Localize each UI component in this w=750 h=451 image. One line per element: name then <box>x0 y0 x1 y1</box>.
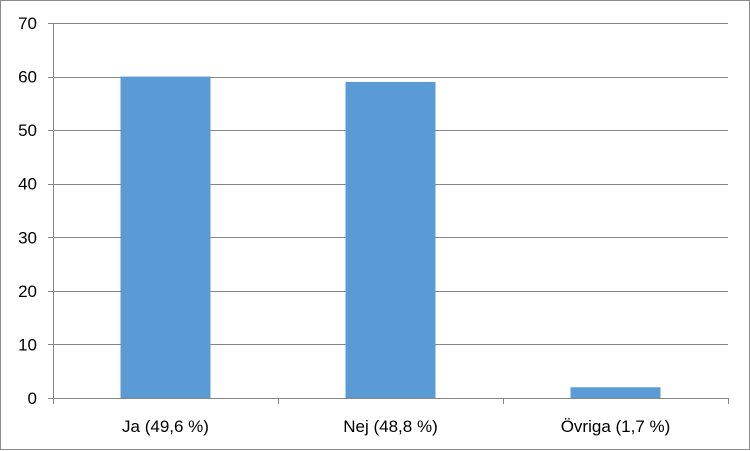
axes <box>48 23 729 404</box>
bars <box>120 76 661 399</box>
bar <box>345 81 436 398</box>
x-tick-label: Nej (48,8 %) <box>343 417 437 436</box>
y-tick-label: 60 <box>18 68 37 87</box>
y-tick-label: 10 <box>18 335 37 354</box>
x-tick-label: Övriga (1,7 %) <box>561 417 671 436</box>
y-tick-label: 20 <box>18 282 37 301</box>
y-tick-label: 50 <box>18 121 37 140</box>
y-tick-label: 40 <box>18 175 37 194</box>
y-tick-label: 70 <box>18 14 37 33</box>
x-tick-label: Ja (49,6 %) <box>122 417 209 436</box>
bar <box>120 76 211 399</box>
y-tick-label: 0 <box>28 389 37 408</box>
y-tick-label: 30 <box>18 228 37 247</box>
bar <box>570 387 661 398</box>
tick-labels: 0 10 20 30 40 50 60 70 Ja (49,6 %) Nej (48,8 %) Öv… <box>18 14 670 436</box>
